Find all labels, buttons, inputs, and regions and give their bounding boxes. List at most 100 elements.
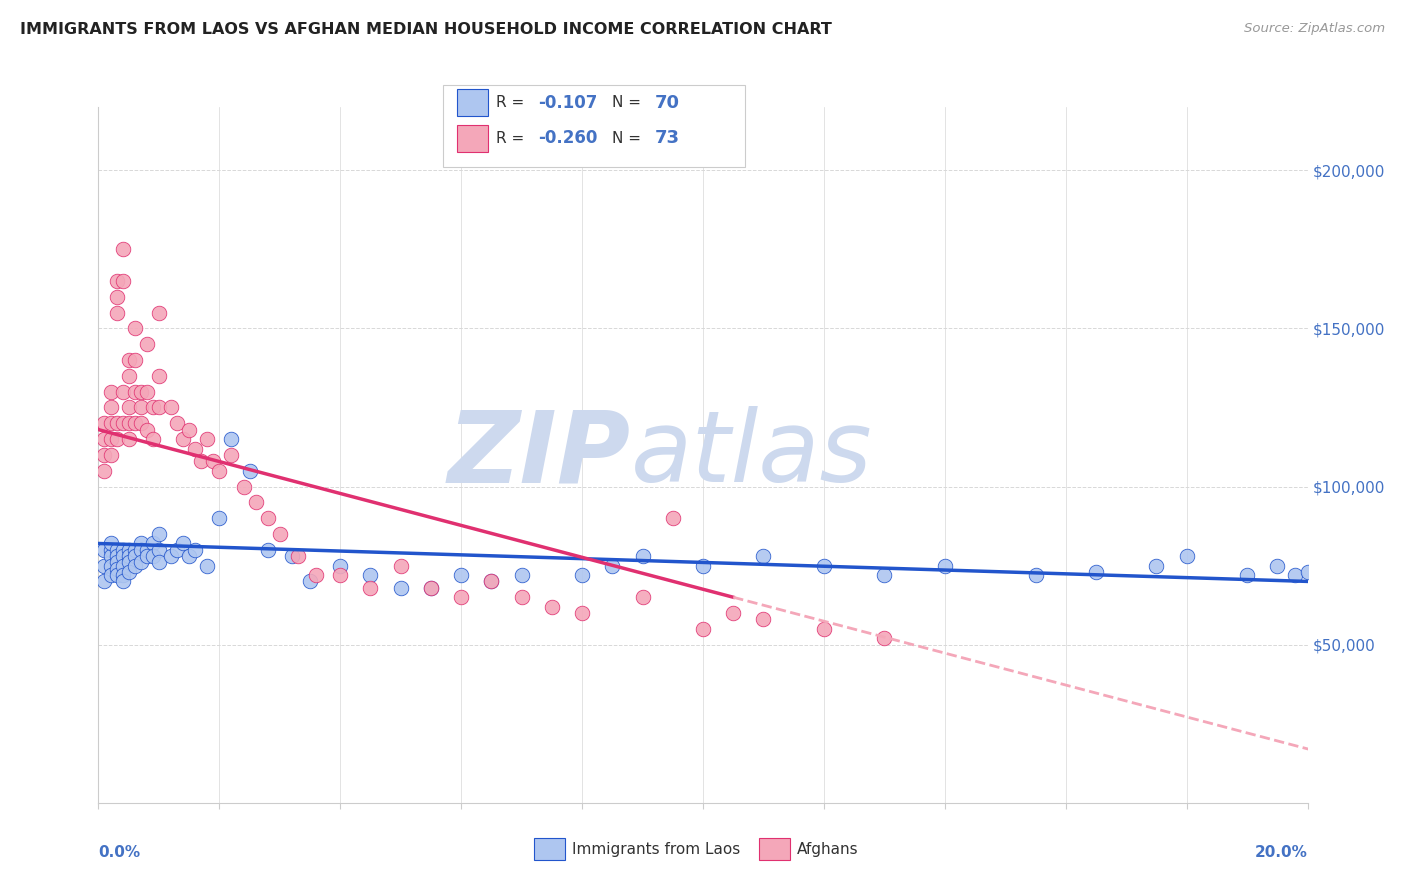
Point — [105, 562, 128, 576]
Point — [662, 511, 685, 525]
Point — [118, 401, 141, 415]
Point — [93, 417, 115, 431]
Point — [450, 591, 472, 605]
Point — [118, 549, 141, 563]
Point — [93, 574, 115, 589]
Point — [190, 454, 212, 468]
Point — [389, 558, 412, 573]
Point — [118, 556, 141, 570]
Text: Immigrants from Laos: Immigrants from Laos — [572, 842, 741, 856]
Point — [105, 432, 128, 446]
Text: Afghans: Afghans — [797, 842, 859, 856]
Point — [1144, 558, 1167, 573]
Point — [100, 558, 122, 573]
Point — [360, 568, 382, 582]
Point — [873, 632, 896, 646]
Point — [129, 417, 152, 431]
Point — [232, 479, 254, 493]
Point — [160, 401, 183, 415]
Point — [1296, 565, 1319, 579]
Point — [813, 622, 835, 636]
Point — [135, 423, 157, 437]
Point — [124, 384, 146, 399]
Point — [420, 581, 443, 595]
Text: Source: ZipAtlas.com: Source: ZipAtlas.com — [1244, 22, 1385, 36]
Point — [142, 536, 165, 550]
Text: 73: 73 — [655, 129, 681, 147]
Point — [124, 321, 146, 335]
Point — [111, 417, 134, 431]
Point — [118, 353, 141, 368]
Point — [360, 581, 382, 595]
Text: R =: R = — [496, 131, 530, 145]
Point — [245, 495, 267, 509]
Point — [723, 606, 745, 620]
Point — [124, 558, 146, 573]
Point — [129, 401, 152, 415]
Point — [299, 574, 322, 589]
Point — [256, 511, 278, 525]
Point — [129, 542, 152, 557]
Point — [166, 417, 188, 431]
Point — [160, 549, 183, 563]
Point — [100, 536, 122, 550]
Point — [179, 423, 201, 437]
Point — [510, 591, 533, 605]
Point — [510, 568, 533, 582]
Point — [202, 454, 225, 468]
Point — [135, 549, 157, 563]
Point — [124, 542, 146, 557]
Point — [129, 384, 152, 399]
Point — [389, 581, 412, 595]
Point — [111, 243, 134, 257]
Point — [1267, 558, 1289, 573]
Point — [111, 574, 134, 589]
Point — [105, 305, 128, 319]
Point — [100, 417, 122, 431]
Point — [111, 549, 134, 563]
Point — [111, 274, 134, 288]
Point — [105, 556, 128, 570]
Point — [100, 432, 122, 446]
Point — [93, 464, 115, 478]
Text: R =: R = — [496, 95, 530, 110]
Point — [184, 442, 207, 456]
Point — [135, 542, 157, 557]
Point — [481, 574, 503, 589]
Point — [142, 401, 165, 415]
Point — [631, 591, 654, 605]
Point — [124, 549, 146, 563]
Point — [118, 368, 141, 383]
Point — [752, 612, 775, 626]
Point — [100, 549, 122, 563]
Point — [100, 384, 122, 399]
Point — [692, 558, 714, 573]
Point — [179, 549, 201, 563]
Point — [129, 536, 152, 550]
Point — [281, 549, 304, 563]
Point — [269, 527, 291, 541]
Text: ZIP: ZIP — [447, 407, 630, 503]
Point — [148, 556, 170, 570]
Point — [118, 417, 141, 431]
Point — [93, 432, 115, 446]
Point — [105, 568, 128, 582]
Point — [111, 568, 134, 582]
Point — [105, 542, 128, 557]
Point — [287, 549, 309, 563]
Point — [631, 549, 654, 563]
Point — [142, 549, 165, 563]
Point — [1085, 565, 1108, 579]
Point — [100, 401, 122, 415]
Point — [148, 542, 170, 557]
Point — [111, 384, 134, 399]
Point — [118, 432, 141, 446]
Point — [111, 558, 134, 573]
Text: 20.0%: 20.0% — [1254, 845, 1308, 860]
Point — [148, 368, 170, 383]
Point — [571, 568, 593, 582]
Point — [1284, 568, 1306, 582]
Point — [692, 622, 714, 636]
Text: N =: N = — [612, 131, 645, 145]
Point — [172, 536, 194, 550]
